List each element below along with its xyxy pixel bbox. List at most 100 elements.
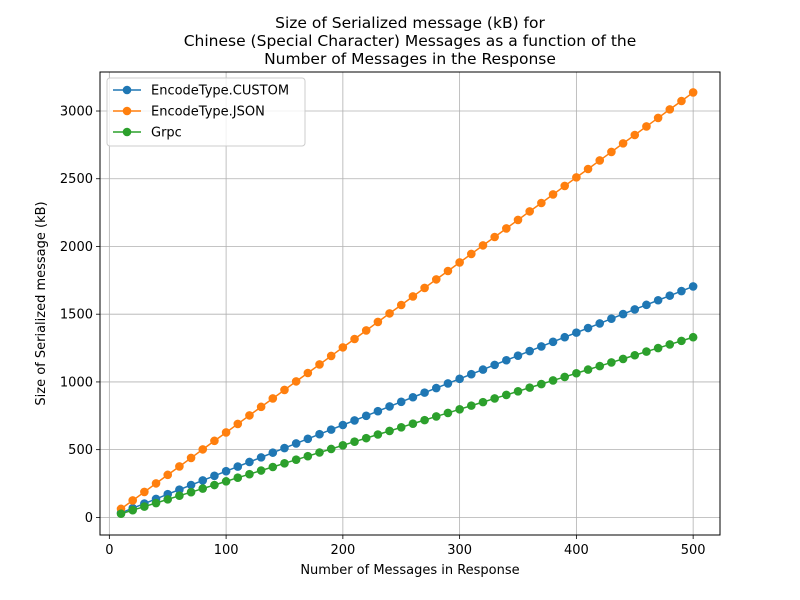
data-point-grpc — [408, 419, 418, 428]
data-point-grpc — [466, 401, 476, 410]
data-point-grpc — [630, 350, 640, 360]
data-point-grpc — [315, 448, 324, 457]
data-point-encodetype-json — [151, 479, 161, 488]
data-point-grpc — [233, 473, 243, 483]
data-point-encodetype-custom — [455, 374, 464, 384]
y-tick-label: 2500 — [60, 172, 93, 187]
data-point-encodetype-custom — [502, 355, 511, 365]
data-point-encodetype-json — [537, 198, 546, 208]
data-point-encodetype-json — [478, 241, 488, 250]
data-point-encodetype-json — [140, 487, 149, 497]
data-point-grpc — [385, 426, 394, 436]
data-point-encodetype-custom — [642, 300, 651, 310]
data-point-encodetype-custom — [291, 439, 301, 448]
data-point-grpc — [128, 505, 137, 515]
x-tick-label: 100 — [214, 543, 239, 558]
data-point-encodetype-custom — [537, 342, 546, 351]
data-point-encodetype-custom — [490, 360, 499, 370]
data-point-encodetype-json — [408, 292, 418, 301]
data-point-encodetype-custom — [513, 351, 523, 360]
data-point-encodetype-custom — [303, 434, 313, 444]
data-point-encodetype-custom — [396, 397, 406, 407]
data-point-encodetype-json — [677, 96, 686, 106]
data-point-grpc — [326, 444, 336, 454]
chart-title-line-1: Size of Serialized message (kB) for — [275, 14, 545, 32]
data-point-encodetype-json — [233, 419, 243, 429]
data-point-encodetype-json — [618, 139, 628, 148]
data-point-encodetype-json — [338, 343, 348, 352]
x-tick-label: 500 — [681, 543, 706, 558]
data-point-encodetype-json — [350, 334, 359, 344]
data-point-grpc — [431, 412, 441, 421]
x-axis-label: Number of Messages in Response — [300, 563, 519, 578]
data-point-encodetype-json — [175, 462, 184, 471]
data-point-grpc — [268, 462, 278, 472]
data-point-grpc — [653, 343, 663, 353]
data-point-grpc — [280, 459, 289, 468]
data-point-encodetype-custom — [245, 457, 254, 467]
data-point-encodetype-custom — [221, 466, 231, 476]
data-point-grpc — [151, 498, 161, 508]
data-point-encodetype-json — [443, 266, 453, 276]
legend-label-encodetype-custom: EncodeType.CUSTOM — [151, 84, 289, 99]
data-point-grpc — [361, 433, 371, 443]
data-point-encodetype-custom — [198, 476, 208, 485]
data-point-encodetype-json — [572, 173, 581, 182]
data-point-encodetype-custom — [688, 282, 698, 291]
data-point-encodetype-json — [198, 445, 208, 454]
series-encodetype-custom — [116, 282, 698, 518]
data-point-grpc — [210, 480, 219, 490]
legend-marker-encodetype-custom — [122, 85, 132, 95]
data-point-grpc — [583, 365, 593, 374]
data-point-encodetype-json — [361, 326, 371, 335]
data-point-encodetype-custom — [431, 383, 441, 393]
data-point-grpc — [525, 383, 534, 392]
data-point-encodetype-json — [466, 249, 476, 259]
data-point-grpc — [303, 451, 313, 461]
chart-title: Size of Serialized message (kB) for Chin… — [184, 14, 637, 68]
data-point-grpc — [502, 390, 511, 400]
data-point-grpc — [198, 484, 208, 493]
legend: EncodeType.CUSTOM EncodeType.JSON Grpc — [106, 77, 306, 147]
data-point-encodetype-custom — [408, 392, 418, 402]
y-tick-label: 1000 — [60, 375, 93, 390]
grid — [100, 72, 720, 535]
data-point-grpc — [548, 376, 558, 385]
x-tick-label: 200 — [330, 543, 355, 558]
data-point-grpc — [443, 408, 453, 418]
data-point-encodetype-json — [291, 377, 301, 386]
data-point-grpc — [175, 491, 184, 501]
x-tick-label: 0 — [105, 543, 113, 558]
x-tick-label: 400 — [564, 543, 589, 558]
series-grpc — [116, 332, 698, 519]
series-layer — [116, 88, 698, 519]
legend-box — [106, 77, 306, 147]
data-point-encodetype-custom — [583, 323, 593, 333]
data-point-grpc — [537, 379, 546, 389]
data-point-encodetype-json — [128, 496, 137, 505]
y-tick-label: 3000 — [60, 105, 93, 120]
data-point-grpc — [665, 340, 675, 349]
data-point-encodetype-json — [315, 360, 324, 369]
data-point-grpc — [455, 404, 464, 414]
data-point-encodetype-custom — [607, 314, 616, 323]
data-point-encodetype-custom — [315, 429, 324, 439]
legend-label-grpc: Grpc — [151, 126, 182, 141]
data-point-encodetype-custom — [373, 406, 383, 416]
data-point-encodetype-json — [548, 190, 558, 199]
data-point-encodetype-custom — [268, 448, 278, 457]
data-point-encodetype-custom — [572, 328, 581, 337]
data-point-grpc — [373, 430, 383, 439]
data-point-encodetype-custom — [677, 286, 686, 296]
data-point-grpc — [688, 332, 698, 342]
data-point-grpc — [513, 386, 523, 396]
chart-title-line-2: Chinese (Special Character) Messages as … — [184, 32, 637, 50]
data-point-encodetype-json — [431, 275, 441, 284]
y-tick-label: 0 — [85, 511, 93, 526]
data-point-grpc — [350, 437, 359, 446]
data-point-encodetype-custom — [280, 443, 289, 453]
data-point-grpc — [560, 372, 570, 382]
y-axis: 0 500 1000 1500 2000 2500 3000 — [60, 105, 100, 526]
data-point-grpc — [396, 423, 406, 432]
data-point-encodetype-custom — [175, 485, 184, 494]
